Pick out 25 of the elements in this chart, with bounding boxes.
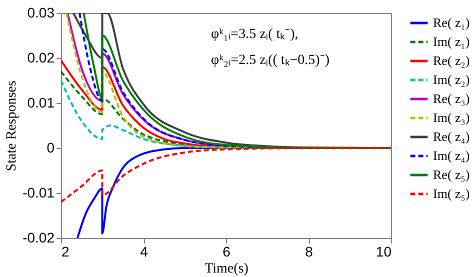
x-tick-label: 10 — [376, 244, 392, 260]
x-tick-label: 8 — [305, 244, 314, 260]
x-tick-label: 6 — [222, 244, 231, 260]
x-axis-title: Time(s) — [204, 262, 249, 276]
legend-label: Re( z₂) — [433, 53, 470, 68]
legend-label: Im( z₂) — [433, 72, 470, 87]
legend-label: Im( z₄) — [433, 148, 470, 163]
y-tick-label: 0.02 — [27, 50, 55, 66]
legend-label: Re( z₅) — [433, 167, 470, 182]
legend-label: Re( z₁) — [433, 15, 470, 30]
y-axis-title: State Responses — [4, 80, 20, 172]
legend-label: Re( z₃) — [433, 91, 470, 106]
legend-label: Im( z₃) — [433, 110, 470, 125]
y-tick-label: 0.01 — [27, 94, 55, 110]
annotation: φᵏ₂ᵢ=2.5 zᵢ(( tₖ−0.5)⁻) — [211, 53, 330, 68]
y-tick-label: -0.01 — [22, 184, 55, 200]
x-tick-label: 4 — [140, 244, 148, 260]
annotation: φᵏ₁ᵢ=3.5 zᵢ( tₖ⁻), — [211, 27, 298, 42]
legend-label: Im( z₁) — [433, 34, 470, 49]
y-tick-label: 0.03 — [27, 4, 55, 20]
legend-label: Re( z₄) — [433, 129, 470, 144]
y-tick-label: -0.02 — [22, 230, 55, 246]
x-tick-label: 2 — [62, 244, 70, 260]
y-tick-label: 0 — [46, 140, 55, 156]
legend-label: Im( z₅) — [433, 186, 470, 201]
